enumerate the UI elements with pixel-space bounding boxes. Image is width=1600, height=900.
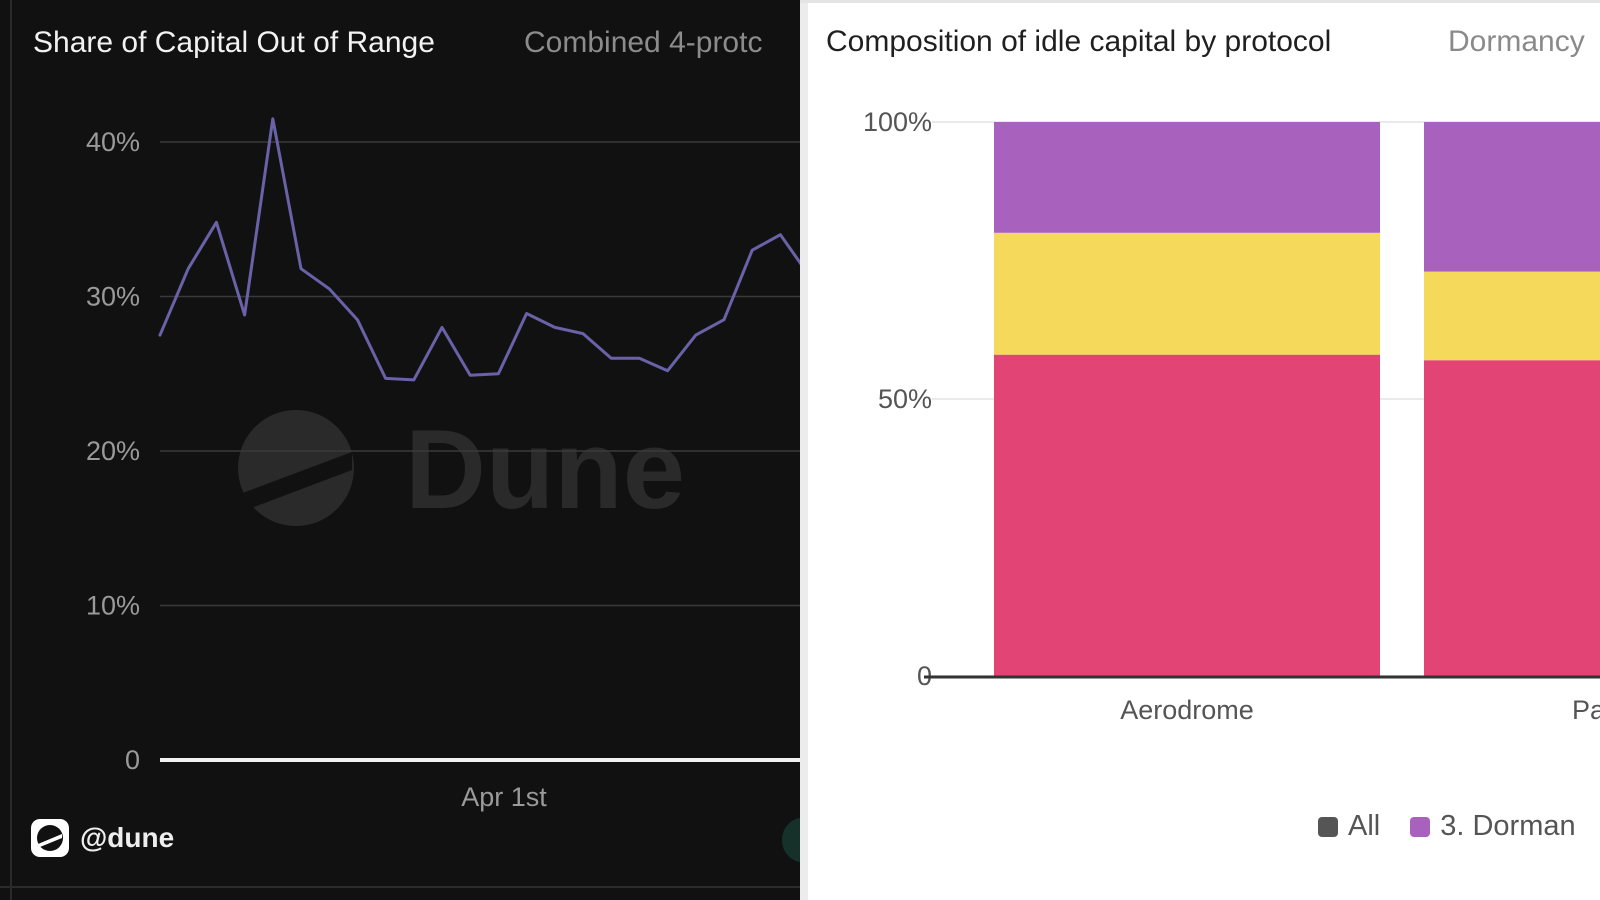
line-point[interactable]: [610, 357, 613, 360]
y-tick-label: 50%: [878, 384, 932, 414]
x-tick-label: Pancak: [1572, 695, 1600, 725]
line-point[interactable]: [497, 372, 500, 375]
line-point[interactable]: [779, 233, 782, 236]
panel-border: [10, 0, 12, 900]
line-point[interactable]: [638, 357, 641, 360]
chart-subtitle: Dormancy: [1448, 25, 1585, 58]
chart-title: Share of Capital Out of Range: [33, 26, 435, 59]
line-point[interactable]: [694, 333, 697, 337]
line-point[interactable]: [158, 333, 162, 337]
left-chart-panel: Share of Capital Out of Range Combined 4…: [0, 0, 800, 900]
bar-segment-dormant[interactable]: [994, 122, 1380, 233]
x-tick-label: Aerodrome: [1120, 695, 1254, 725]
chart-legend: All 3. Dorman: [1318, 810, 1576, 843]
line-point[interactable]: [243, 313, 246, 317]
dune-logo-icon: [31, 819, 69, 857]
legend-item-all[interactable]: All: [1318, 810, 1380, 843]
line-point[interactable]: [469, 374, 472, 377]
stacked-bar-chart: 050%100% AerodromePancak: [863, 107, 1600, 725]
y-tick-label: 30%: [86, 282, 140, 312]
line-point[interactable]: [356, 318, 359, 321]
dune-handle: @dune: [80, 822, 175, 853]
y-tick-label: 40%: [86, 127, 140, 157]
x-tick-label: Apr 1st: [461, 782, 547, 812]
line-point[interactable]: [525, 312, 528, 315]
panel-divider: [800, 0, 808, 900]
legend-swatch-all: [1318, 816, 1338, 837]
line-point[interactable]: [553, 326, 556, 329]
y-tick-label: 10%: [86, 591, 140, 621]
dune-watermark: Dune: [238, 407, 685, 532]
line-point[interactable]: [187, 267, 190, 270]
line-point[interactable]: [581, 332, 585, 335]
legend-label-all: All: [1348, 810, 1381, 842]
legend-swatch-dormant: [1410, 816, 1431, 837]
bar-segment-middle[interactable]: [994, 232, 1380, 355]
y-tick-label: 100%: [863, 107, 932, 137]
right-chart-panel: Composition of idle capital by protocol …: [800, 0, 1600, 900]
line-point[interactable]: [412, 378, 415, 382]
line-point[interactable]: [751, 248, 754, 252]
watermark-text: Dune: [405, 407, 685, 532]
chart-title: Composition of idle capital by protocol: [826, 25, 1332, 58]
dune-branding[interactable]: @dune: [30, 818, 174, 858]
bar-segment-bottom[interactable]: [1424, 360, 1600, 676]
bar-segment-bottom[interactable]: [994, 354, 1380, 676]
legend-label-dormant: 3. Dorman: [1440, 810, 1576, 842]
line-point[interactable]: [328, 287, 331, 290]
line-point[interactable]: [666, 369, 669, 372]
panel-bottom-border: [0, 886, 800, 888]
legend-item-dormant[interactable]: 3. Dorman: [1410, 810, 1576, 843]
avatar-icon[interactable]: [782, 818, 800, 862]
y-tick-label: 0: [125, 745, 140, 775]
line-point[interactable]: [722, 318, 726, 321]
line-point[interactable]: [271, 117, 274, 121]
line-point[interactable]: [384, 377, 387, 380]
bar-segment-dormant[interactable]: [1424, 122, 1600, 272]
line-point[interactable]: [299, 267, 303, 270]
panel-top-border: [800, 0, 1600, 3]
line-point[interactable]: [440, 326, 444, 329]
line-point[interactable]: [215, 221, 218, 224]
line-chart: Dune 0 10% 20% 30% 40% Apr 1st: [86, 117, 800, 812]
chart-subtitle: Combined 4-protc: [524, 26, 763, 59]
bar-segment-middle[interactable]: [1424, 271, 1600, 361]
y-tick-label: 20%: [86, 436, 140, 466]
series-line: [158, 117, 800, 382]
